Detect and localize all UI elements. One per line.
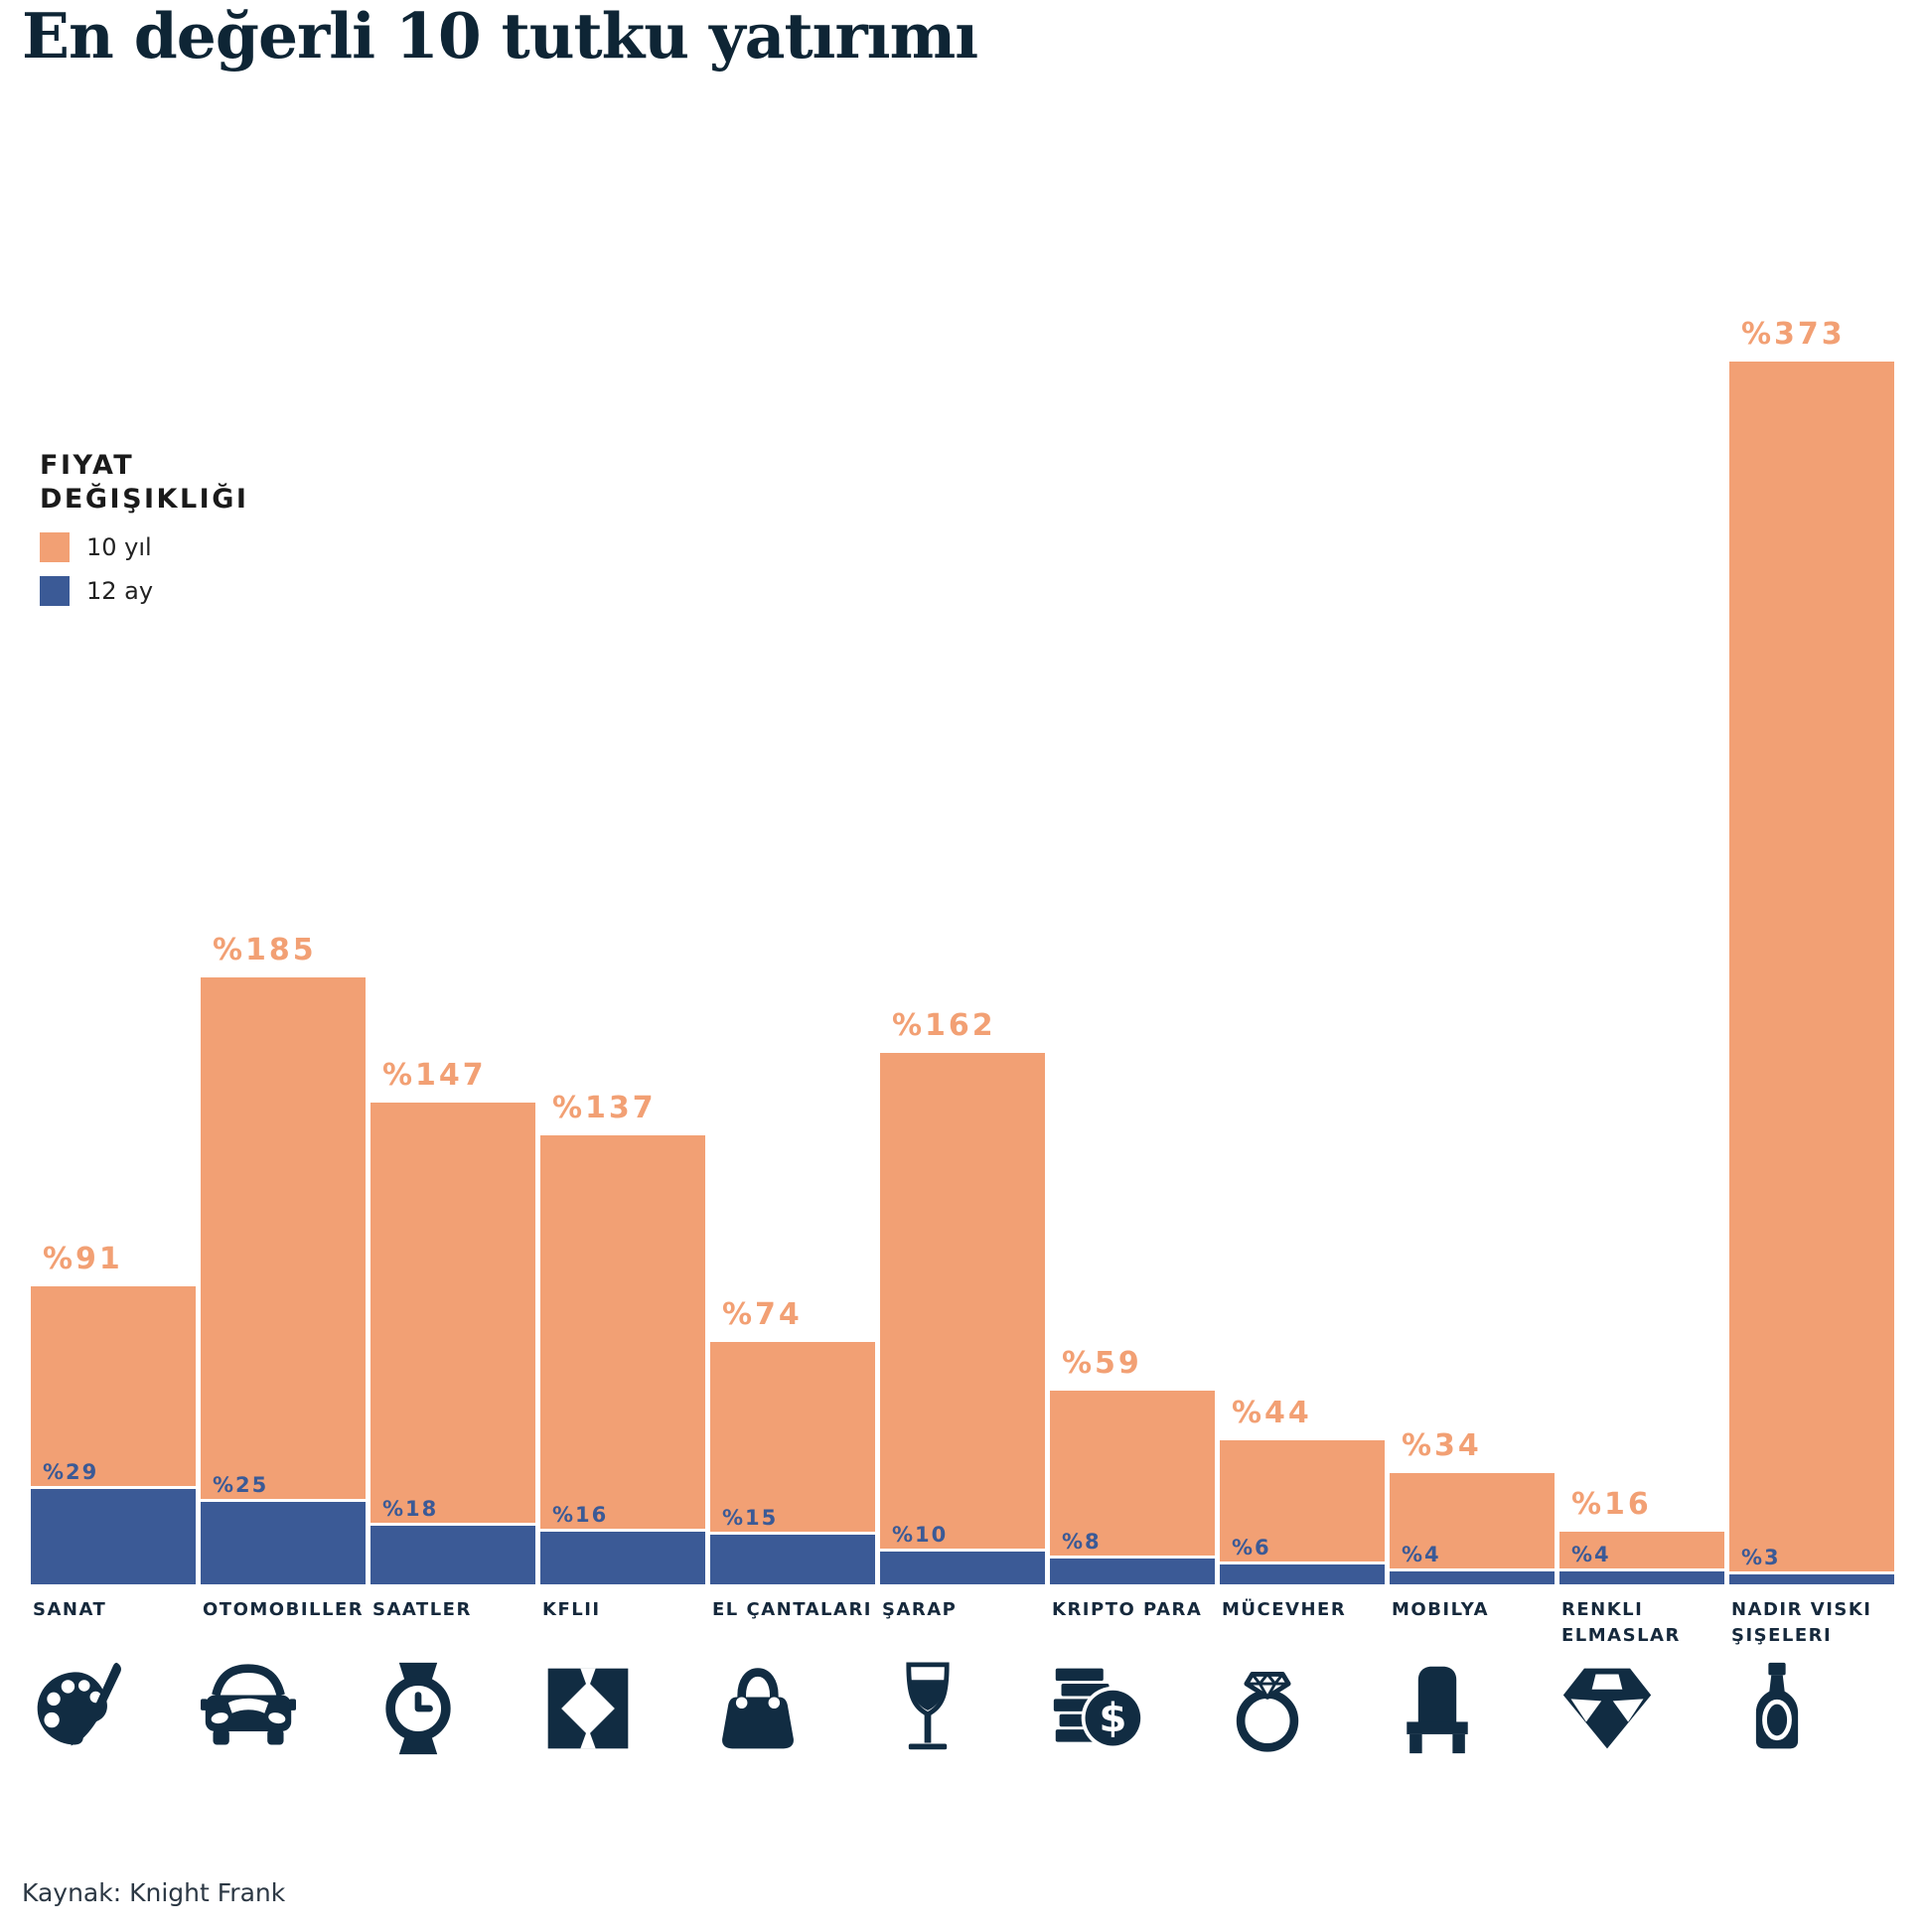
legend-item: 12 ay xyxy=(40,575,338,606)
category-label: OTOMOBILLER xyxy=(203,1599,365,1620)
page-title: En değerli 10 tutku yatırımı xyxy=(22,0,978,73)
category-label: NADIR VISKI ŞIŞELERI xyxy=(1731,1599,1872,1647)
value-label-12mo: %18 xyxy=(382,1497,439,1521)
category-label: EL ÇANTALARI xyxy=(712,1599,873,1620)
bar-segment-12mo xyxy=(1050,1559,1215,1584)
bar-segment-10yr xyxy=(201,977,366,1499)
bar-segment-10yr xyxy=(1220,1440,1385,1561)
category-label: SANAT xyxy=(33,1599,107,1620)
value-label-12mo: %6 xyxy=(1232,1536,1271,1560)
value-label-10yr: %137 xyxy=(552,1091,657,1125)
value-label-10yr: %44 xyxy=(1232,1396,1312,1430)
value-label-12mo: %8 xyxy=(1062,1530,1102,1554)
value-label-10yr: %16 xyxy=(1571,1487,1652,1522)
bar-segment-12mo xyxy=(1220,1564,1385,1584)
bar-segment-12mo xyxy=(1559,1571,1724,1584)
ring-icon xyxy=(1220,1661,1315,1756)
value-label-10yr: %91 xyxy=(43,1242,123,1276)
value-label-12mo: %3 xyxy=(1741,1546,1781,1569)
category-label: MÜCEVHER xyxy=(1222,1599,1347,1620)
legend-item-label: 10 yıl xyxy=(86,532,152,561)
bar-segment-12mo xyxy=(31,1489,196,1584)
bar-segment-12mo xyxy=(880,1552,1045,1584)
wine-glass-icon xyxy=(880,1661,975,1756)
bar-segment-10yr xyxy=(1050,1391,1215,1556)
category-label: RENKLI ELMASLAR xyxy=(1561,1599,1681,1647)
car-icon xyxy=(201,1661,296,1756)
value-label-12mo: %4 xyxy=(1571,1543,1611,1566)
watch-icon xyxy=(371,1661,466,1756)
category-label: SAATLER xyxy=(372,1599,472,1620)
value-label-10yr: %185 xyxy=(213,933,317,967)
value-label-12mo: %16 xyxy=(552,1503,609,1527)
kflii-logo-icon xyxy=(540,1661,636,1756)
bar-segment-12mo xyxy=(1390,1571,1555,1584)
value-label-12mo: %10 xyxy=(892,1523,949,1547)
bar-segment-10yr xyxy=(371,1103,535,1523)
bar-segment-10yr xyxy=(1390,1473,1555,1568)
legend-swatch xyxy=(40,531,70,562)
bar-segment-10yr xyxy=(1559,1532,1724,1568)
legend-swatch xyxy=(40,575,70,606)
chair-icon xyxy=(1390,1661,1485,1756)
bar-segment-10yr xyxy=(710,1342,875,1532)
legend: FIYAT DEĞIŞIKLIĞI 10 yıl 12 ay xyxy=(40,449,338,606)
legend-item-label: 12 ay xyxy=(86,576,154,605)
value-label-10yr: %162 xyxy=(892,1008,996,1043)
value-label-10yr: %147 xyxy=(382,1058,487,1093)
palette-icon xyxy=(31,1661,126,1756)
source-note: Kaynak: Knight Frank xyxy=(22,1878,286,1907)
diamond-icon xyxy=(1559,1661,1655,1756)
bar-segment-10yr xyxy=(540,1135,705,1529)
category-label: ŞARAP xyxy=(882,1599,958,1620)
value-label-10yr: %34 xyxy=(1402,1428,1482,1463)
legend-title: FIYAT DEĞIŞIKLIĞI xyxy=(40,450,249,515)
category-label: KRIPTO PARA xyxy=(1052,1599,1203,1620)
bar-segment-12mo xyxy=(540,1532,705,1584)
value-label-12mo: %4 xyxy=(1402,1543,1441,1566)
bar-segment-12mo xyxy=(371,1526,535,1584)
bar-segment-12mo xyxy=(710,1535,875,1584)
bar-segment-10yr xyxy=(31,1286,196,1486)
value-label-10yr: %373 xyxy=(1741,317,1846,352)
whisky-bottle-icon xyxy=(1729,1661,1825,1756)
legend-items: 10 yıl 12 ay xyxy=(40,531,338,606)
bar-segment-10yr xyxy=(1729,362,1894,1571)
svg-text:$: $ xyxy=(1099,1695,1126,1741)
category-label: MOBILYA xyxy=(1392,1599,1490,1620)
bar-segment-12mo xyxy=(1729,1574,1894,1584)
bar-segment-12mo xyxy=(201,1502,366,1584)
bar-segment-10yr xyxy=(880,1053,1045,1549)
value-label-12mo: %15 xyxy=(722,1506,779,1530)
coins-icon: $ xyxy=(1050,1661,1145,1756)
category-label: KFLII xyxy=(542,1599,601,1620)
value-label-10yr: %59 xyxy=(1062,1346,1142,1381)
handbag-icon xyxy=(710,1661,806,1756)
value-label-10yr: %74 xyxy=(722,1297,803,1332)
legend-item: 10 yıl xyxy=(40,531,338,562)
value-label-12mo: %25 xyxy=(213,1473,269,1497)
value-label-12mo: %29 xyxy=(43,1460,99,1484)
